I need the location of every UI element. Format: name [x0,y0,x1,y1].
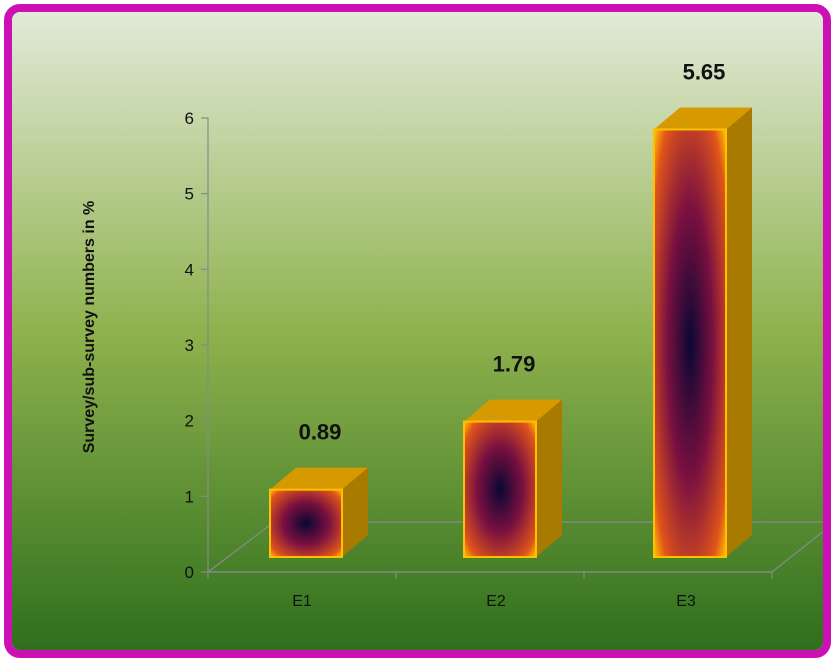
bar-front-face [463,420,537,558]
y-tick-label: 5 [185,185,194,204]
data-label-e1: 0.89 [299,420,342,445]
bar-e3 [653,107,752,558]
x-tick-label-e1: E1 [292,593,312,610]
bar-side-face [726,107,752,557]
y-tick-label: 1 [185,487,194,506]
bar-chart: 0 1 2 3 4 5 6 0.89 E1 1.79 E2 5.65 E3 Survey/sub-su… [12,12,823,650]
x-tick-label-e3: E3 [676,593,696,610]
y-tick-label: 3 [185,336,194,355]
data-label-e2: 1.79 [493,352,536,377]
y-tick-label: 4 [185,260,194,279]
y-tick-label: 0 [185,563,194,582]
bar-top-face [270,467,368,490]
x-tick-label-e2: E2 [486,593,506,610]
bar-top-face [464,399,562,422]
y-axis-title: Survey/sub-survey numbers in % [81,201,98,454]
bar-e1 [269,467,368,559]
bar-side-face [342,467,368,557]
chart-frame: 0 1 2 3 4 5 6 0.89 E1 1.79 E2 5.65 E3 Survey/sub-su… [4,4,831,658]
y-tick-label: 2 [185,412,194,431]
bar-top-face [654,107,752,130]
bar-side-face [536,399,562,557]
data-label-e3: 5.65 [683,59,726,84]
bar-front-face [269,488,343,559]
bar-e2 [463,399,562,558]
bar-front-face [653,128,727,558]
y-tick-label: 6 [185,109,194,128]
